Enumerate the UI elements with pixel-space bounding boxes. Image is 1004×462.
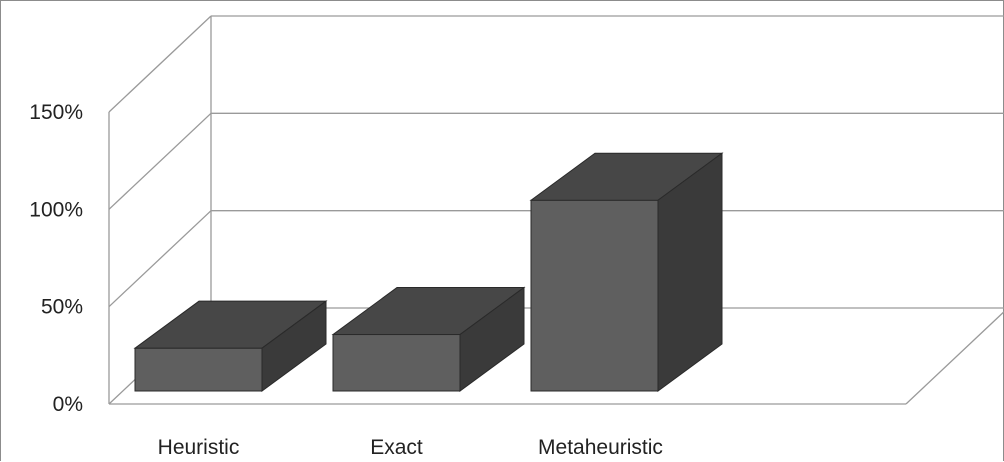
x-category-label: Metaheuristic bbox=[538, 436, 663, 459]
bar-side-face bbox=[657, 152, 723, 392]
bar bbox=[331, 286, 526, 392]
side-wall-gridline bbox=[108, 15, 212, 113]
bars bbox=[133, 152, 724, 392]
floor-right-edge bbox=[905, 310, 1004, 405]
side-wall-gridline bbox=[108, 210, 212, 308]
y-tick-label: 50% bbox=[41, 296, 83, 319]
bar-front-face bbox=[134, 347, 263, 392]
bar-side-face bbox=[459, 286, 525, 392]
gridlines bbox=[108, 15, 1004, 405]
x-category-label: Exact bbox=[370, 436, 423, 459]
y-tick-label: 0% bbox=[53, 393, 83, 416]
side-wall-gridline bbox=[108, 112, 212, 210]
bar bbox=[133, 300, 328, 392]
y-tick-label: 150% bbox=[29, 101, 83, 124]
y-tick-label: 100% bbox=[29, 198, 83, 221]
x-category-label: Heuristic bbox=[158, 436, 240, 459]
labels: 0% 50% 100% 150% Heuristic Exact Metaheuristic bbox=[29, 101, 663, 459]
bar-front-face bbox=[530, 199, 659, 392]
bar bbox=[529, 152, 724, 392]
bar-front-face bbox=[332, 334, 461, 392]
bar-side-face bbox=[261, 300, 327, 392]
